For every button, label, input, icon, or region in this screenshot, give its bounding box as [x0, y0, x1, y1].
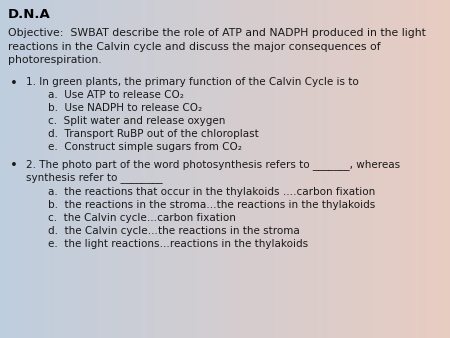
- Text: d.  Transport RuBP out of the chloroplast: d. Transport RuBP out of the chloroplast: [48, 129, 259, 139]
- Text: D.N.A: D.N.A: [8, 8, 51, 21]
- Text: •: •: [10, 77, 18, 90]
- Text: 1. In green plants, the primary function of the Calvin Cycle is to: 1. In green plants, the primary function…: [26, 77, 359, 87]
- Text: a.  Use ATP to release CO₂: a. Use ATP to release CO₂: [48, 90, 184, 100]
- Text: Objective:  SWBAT describe the role of ATP and NADPH produced in the light: Objective: SWBAT describe the role of AT…: [8, 28, 426, 38]
- Text: •: •: [10, 159, 18, 172]
- Text: b.  Use NADPH to release CO₂: b. Use NADPH to release CO₂: [48, 103, 202, 113]
- Text: c.  the Calvin cycle…carbon fixation: c. the Calvin cycle…carbon fixation: [48, 213, 236, 223]
- Text: e.  the light reactions…reactions in the thylakoids: e. the light reactions…reactions in the …: [48, 239, 308, 249]
- Text: synthesis refer to ________: synthesis refer to ________: [26, 172, 162, 183]
- Text: 2. The photo part of the word photosynthesis refers to _______, whereas: 2. The photo part of the word photosynth…: [26, 159, 400, 170]
- Text: photorespiration.: photorespiration.: [8, 55, 102, 65]
- Text: reactions in the Calvin cycle and discuss the major consequences of: reactions in the Calvin cycle and discus…: [8, 42, 381, 51]
- Text: a.  the reactions that occur in the thylakoids ….carbon fixation: a. the reactions that occur in the thyla…: [48, 187, 375, 197]
- Text: d.  the Calvin cycle…the reactions in the stroma: d. the Calvin cycle…the reactions in the…: [48, 226, 300, 236]
- Text: b.  the reactions in the stroma…the reactions in the thylakoids: b. the reactions in the stroma…the react…: [48, 200, 375, 210]
- Text: e.  Construct simple sugars from CO₂: e. Construct simple sugars from CO₂: [48, 142, 242, 152]
- Text: c.  Split water and release oxygen: c. Split water and release oxygen: [48, 116, 225, 126]
